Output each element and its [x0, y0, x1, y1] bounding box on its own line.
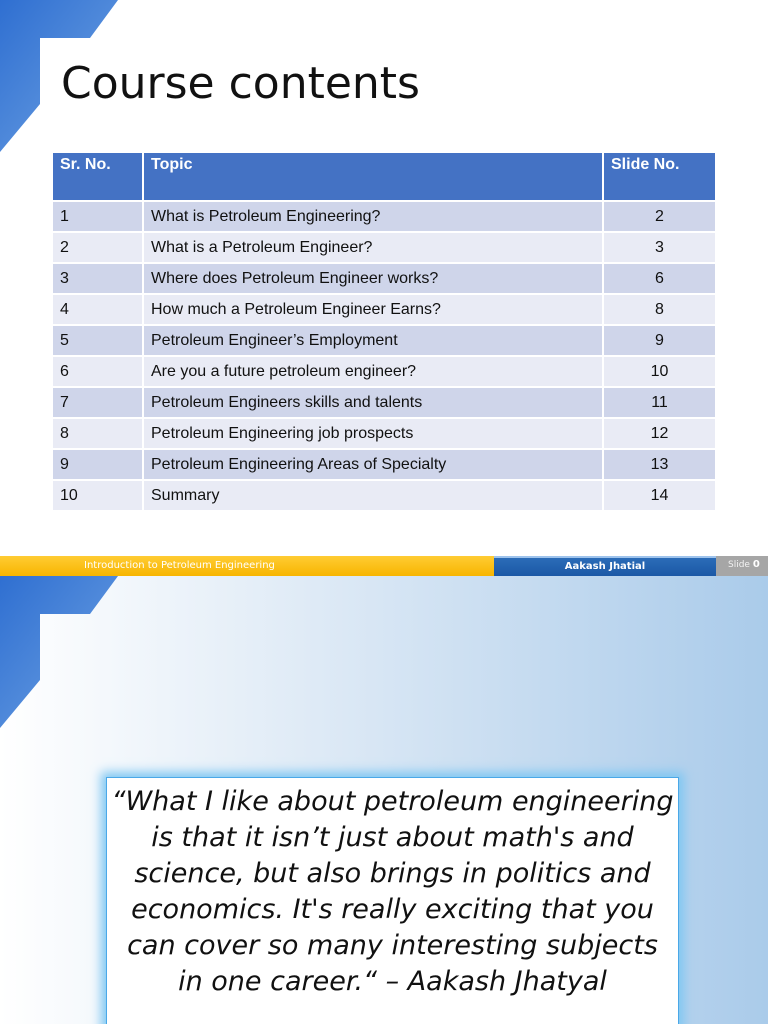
cell-sr-no: 4 [53, 294, 144, 326]
cell-slide-no: 13 [603, 449, 715, 481]
footer-slide-label: Slide [728, 560, 750, 570]
footer-slide-indicator: Slide 0 [728, 559, 760, 570]
cell-slide-no: 2 [603, 201, 715, 233]
cell-sr-no: 1 [53, 201, 144, 233]
header-topic: Topic [143, 153, 604, 202]
table-row: 5 Petroleum Engineer’s Employment 9 [53, 325, 715, 357]
table-row: 1 What is Petroleum Engineering? 2 [53, 201, 715, 233]
table-row: 6 Are you a future petroleum engineer? 1… [53, 356, 715, 388]
cell-topic: What is Petroleum Engineering? [143, 201, 604, 233]
footer-author-name: Aakash Jhatial [564, 561, 646, 572]
corner-decoration-icon [0, 576, 118, 728]
cell-sr-no: 10 [53, 480, 144, 512]
cell-slide-no: 3 [603, 232, 715, 264]
cell-sr-no: 8 [53, 418, 144, 450]
slide-footer-bar: Introduction to Petroleum Engineering Aa… [0, 556, 768, 576]
cell-slide-no: 8 [603, 294, 715, 326]
cell-sr-no: 9 [53, 449, 144, 481]
cell-slide-no: 6 [603, 263, 715, 295]
table-row: 10 Summary 14 [53, 480, 715, 512]
cell-sr-no: 6 [53, 356, 144, 388]
header-slide-no: Slide No. [603, 153, 715, 202]
slide-quote: “What I like about petroleum engineering… [0, 576, 768, 1024]
table-row: 4 How much a Petroleum Engineer Earns? 8 [53, 294, 715, 326]
footer-author-box: Aakash Jhatial [494, 556, 716, 576]
cell-topic: Petroleum Engineering job prospects [143, 418, 604, 450]
cell-slide-no: 9 [603, 325, 715, 357]
footer-slide-box: Slide 0 [716, 556, 768, 576]
footer-course-title: Introduction to Petroleum Engineering [84, 560, 275, 571]
cell-sr-no: 2 [53, 232, 144, 264]
cell-slide-no: 14 [603, 480, 715, 512]
table-row: 9 Petroleum Engineering Areas of Special… [53, 449, 715, 481]
cell-topic: Petroleum Engineer’s Employment [143, 325, 604, 357]
cell-topic: Where does Petroleum Engineer works? [143, 263, 604, 295]
cell-topic: Are you a future petroleum engineer? [143, 356, 604, 388]
slide-title: Course contents [61, 58, 420, 109]
course-contents-table: Sr. No. Topic Slide No. 1 What is Petrol… [53, 153, 715, 512]
footer-slide-number: 0 [752, 559, 760, 570]
cell-slide-no: 11 [603, 387, 715, 419]
cell-slide-no: 10 [603, 356, 715, 388]
cell-topic: How much a Petroleum Engineer Earns? [143, 294, 604, 326]
cell-topic: Petroleum Engineering Areas of Specialty [143, 449, 604, 481]
table-header-row: Sr. No. Topic Slide No. [53, 153, 715, 202]
quote-box: “What I like about petroleum engineering… [106, 777, 679, 1024]
cell-topic: What is a Petroleum Engineer? [143, 232, 604, 264]
quote-text: “What I like about petroleum engineering… [111, 786, 674, 997]
table-row: 2 What is a Petroleum Engineer? 3 [53, 232, 715, 264]
cell-topic: Summary [143, 480, 604, 512]
cell-slide-no: 12 [603, 418, 715, 450]
table-row: 8 Petroleum Engineering job prospects 12 [53, 418, 715, 450]
table-row: 7 Petroleum Engineers skills and talents… [53, 387, 715, 419]
slide-course-contents: Course contents Sr. No. Topic Slide No. … [0, 0, 715, 512]
cell-sr-no: 7 [53, 387, 144, 419]
header-sr-no: Sr. No. [53, 153, 144, 202]
cell-topic: Petroleum Engineers skills and talents [143, 387, 604, 419]
cell-sr-no: 3 [53, 263, 144, 295]
cell-sr-no: 5 [53, 325, 144, 357]
table-row: 3 Where does Petroleum Engineer works? 6 [53, 263, 715, 295]
corner-decoration-icon [0, 0, 118, 152]
